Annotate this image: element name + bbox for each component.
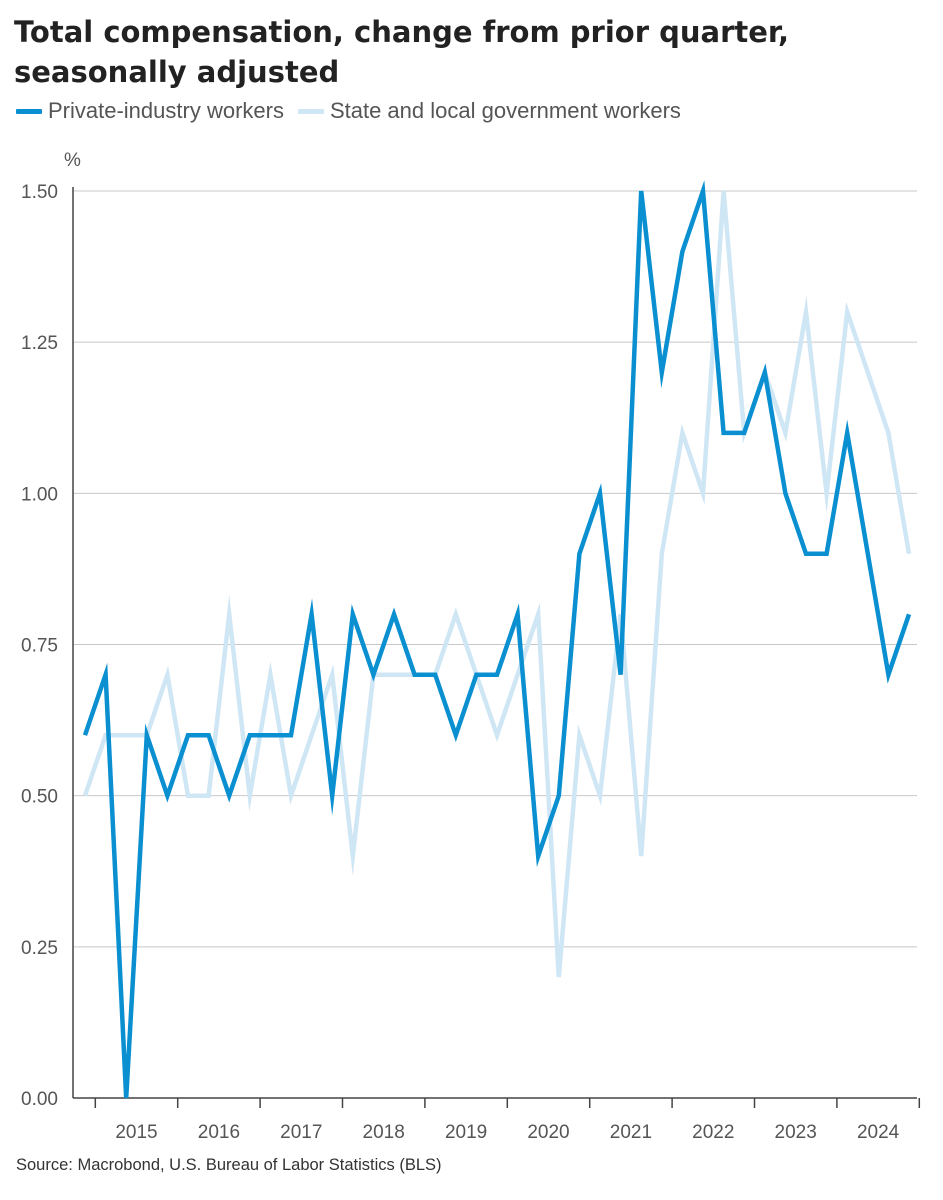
y-axis-unit: % — [64, 150, 81, 171]
series-line-private — [82, 180, 912, 1099]
x-tick-label: 2020 — [527, 1122, 569, 1143]
y-tick-label: 0.25 — [21, 938, 58, 959]
x-tick-label: 2024 — [857, 1122, 900, 1143]
y-tick-label: 0.00 — [21, 1089, 58, 1110]
x-tick-label: 2022 — [692, 1122, 734, 1143]
x-tick-label: 2016 — [198, 1122, 240, 1143]
y-tick-label: 1.50 — [21, 182, 58, 203]
chart-title: Total compensation, change from prior qu… — [14, 15, 789, 89]
legend-swatch-state-local — [297, 108, 324, 114]
x-tick-label: 2019 — [445, 1122, 487, 1143]
line-chart: % 0.000.250.500.751.001.251.50 2015 2016 2… — [21, 150, 921, 1143]
legend: Private-industry workers State and local… — [16, 96, 695, 126]
legend-swatch-private — [16, 108, 42, 114]
y-tick-label: 0.50 — [21, 787, 58, 808]
x-tick-label: 2015 — [115, 1122, 157, 1143]
source-note: Source: Macrobond, U.S. Bureau of Labor … — [16, 1156, 442, 1174]
x-tick-label: 2021 — [610, 1122, 652, 1143]
x-tick-label: 2017 — [280, 1122, 322, 1143]
y-tick-label: 1.25 — [21, 333, 58, 354]
legend-item-private[interactable]: Private-industry workers — [16, 98, 284, 124]
series-line-state-local — [82, 190, 912, 978]
y-axis-ticks: 0.00 0.25 0.50 0.75 1.00 1.25 1.50 — [21, 182, 58, 1110]
x-axis: 2015 2016 2017 2018 2019 2020 2021 2022 2023 2024 — [72, 187, 921, 1143]
legend-label-private: Private-industry workers — [48, 98, 284, 123]
gridlines — [73, 190, 917, 1099]
x-tick-label: 2023 — [775, 1122, 817, 1143]
y-tick-label: 1.00 — [21, 484, 58, 505]
series-lines — [82, 180, 912, 1099]
x-tick-label: 2018 — [363, 1122, 405, 1143]
legend-label-state-local: State and local government workers — [329, 98, 681, 123]
y-tick-label: 0.75 — [21, 636, 58, 657]
legend-item-state-local[interactable]: State and local government workers — [297, 98, 681, 124]
